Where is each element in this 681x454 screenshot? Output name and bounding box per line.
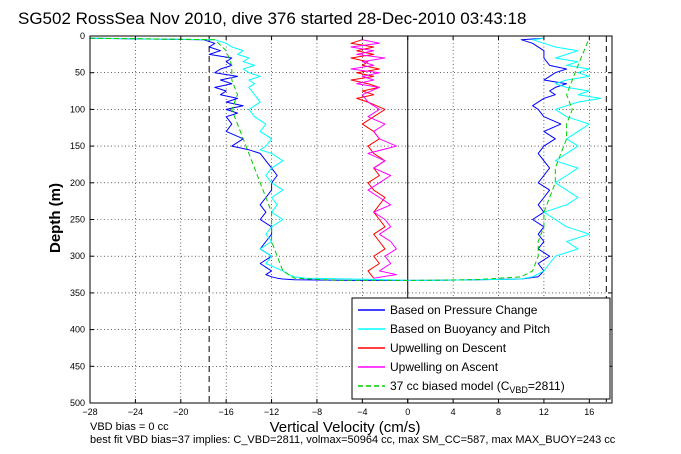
legend-label-upwelling-on-ascent: Upwelling on Ascent bbox=[390, 360, 499, 374]
x-tick-label: 16 bbox=[584, 407, 594, 417]
legend-label-based-on-pressure-change: Based on Pressure Change bbox=[390, 303, 538, 317]
x-tick-label: 12 bbox=[539, 407, 549, 417]
footer-line-1: VBD bias = 0 cc bbox=[90, 421, 169, 433]
y-tick-label: 200 bbox=[70, 178, 85, 188]
y-tick-label: 50 bbox=[75, 68, 85, 78]
y-tick-label: 250 bbox=[70, 215, 85, 225]
legend: Based on Pressure Change Based on Buoyanc… bbox=[351, 297, 611, 400]
legend-box bbox=[351, 297, 611, 400]
legend-label-37-cc-biased-model-c: 37 cc biased model (CVBD=2811) bbox=[390, 379, 565, 395]
series-line-based-on-buoyancy-and-pitch bbox=[89, 37, 602, 281]
x-tick-label: −4 bbox=[357, 407, 367, 417]
x-tick-label: −28 bbox=[82, 407, 97, 417]
x-axis-ticks: −28 −24 −20 −16 −12 −8 −4 0 4 8 12 16 bbox=[82, 36, 594, 417]
footer-line-2: best fit VBD bias=37 implies: C_VBD=2811… bbox=[90, 434, 616, 446]
x-tick-label: 4 bbox=[451, 407, 456, 417]
y-tick-label: 500 bbox=[70, 398, 85, 408]
y-tick-label: 400 bbox=[70, 325, 85, 335]
y-tick-label: 450 bbox=[70, 361, 85, 371]
series-line-37-cc-biased-model-c-vbd-2811 bbox=[89, 37, 590, 281]
x-tick-label: −24 bbox=[128, 407, 143, 417]
y-tick-label: 0 bbox=[80, 31, 85, 41]
x-tick-label: −12 bbox=[264, 407, 279, 417]
x-tick-label: −16 bbox=[219, 407, 234, 417]
x-tick-label: −8 bbox=[312, 407, 322, 417]
y-tick-label: 150 bbox=[70, 141, 85, 151]
series-line-upwelling-on-descent bbox=[350, 39, 386, 279]
x-axis-label: Vertical Velocity (cm/s) bbox=[270, 419, 421, 436]
y-tick-label: 100 bbox=[70, 104, 85, 114]
legend-label-based-on-buoyancy-and-pitch: Based on Buoyancy and Pitch bbox=[390, 322, 550, 336]
y-axis-label: Depth (m) bbox=[47, 183, 64, 253]
y-tick-label: 350 bbox=[70, 288, 85, 298]
y-axis-ticks: 0 50 100 150 200 250 300 350 400 450 500 bbox=[70, 31, 612, 408]
series-line-upwelling-on-ascent bbox=[350, 39, 397, 279]
x-tick-label: 8 bbox=[496, 407, 501, 417]
series-line-based-on-pressure-change bbox=[89, 37, 568, 281]
legend-label-upwelling-on-descent: Upwelling on Descent bbox=[390, 341, 507, 355]
x-tick-label: −20 bbox=[173, 407, 188, 417]
x-tick-label: 0 bbox=[405, 407, 410, 417]
chart-title: SG502 RossSea Nov 2010, dive 376 started… bbox=[18, 9, 526, 28]
y-tick-label: 300 bbox=[70, 251, 85, 261]
series-layer bbox=[89, 37, 602, 281]
